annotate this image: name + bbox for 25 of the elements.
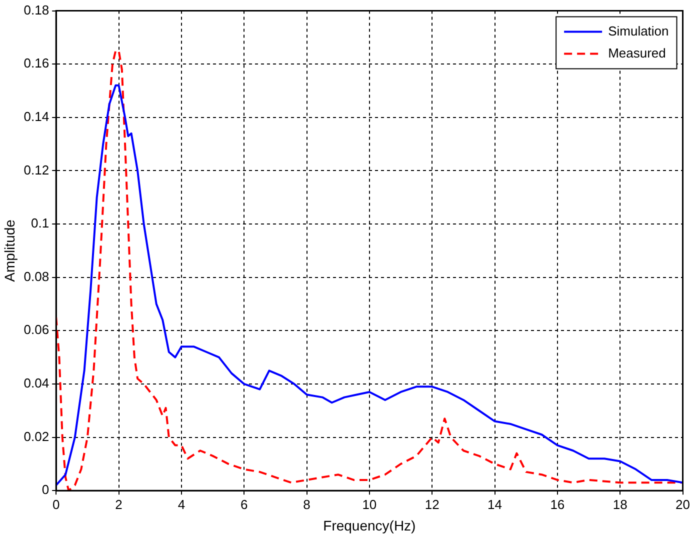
y-tick-label: 0.16 bbox=[24, 56, 50, 71]
x-tick-label: 10 bbox=[362, 496, 377, 512]
y-tick-label: 0.04 bbox=[24, 376, 50, 391]
y-tick-label: 0 bbox=[42, 482, 50, 498]
y-axis-title: Amplitude bbox=[1, 219, 18, 282]
y-tick-label: 0.14 bbox=[24, 109, 50, 124]
legend-label: Measured bbox=[608, 45, 666, 60]
y-tick-label: 0.06 bbox=[24, 322, 50, 338]
y-tick-label: 0.1 bbox=[31, 216, 50, 231]
x-tick-label: 6 bbox=[240, 496, 248, 512]
x-tick-label: 20 bbox=[676, 496, 690, 512]
y-tick-label: 0.12 bbox=[24, 162, 50, 178]
y-tick-label: 0.18 bbox=[24, 2, 50, 18]
legend-label: Simulation bbox=[608, 23, 669, 38]
x-tick-label: 18 bbox=[612, 496, 628, 512]
y-tick-label: 0.08 bbox=[24, 268, 50, 284]
x-tick-label: 12 bbox=[424, 496, 440, 512]
x-tick-label: 8 bbox=[303, 496, 310, 512]
x-tick-label: 16 bbox=[550, 496, 565, 512]
x-tick-label: 14 bbox=[488, 496, 502, 512]
x-axis-title: Frequency(Hz) bbox=[323, 517, 416, 534]
x-tick-label: 2 bbox=[115, 496, 122, 512]
y-tick-label: 0.02 bbox=[24, 428, 50, 444]
x-tick-label: 4 bbox=[178, 496, 186, 512]
x-tick-label: 0 bbox=[52, 496, 60, 512]
